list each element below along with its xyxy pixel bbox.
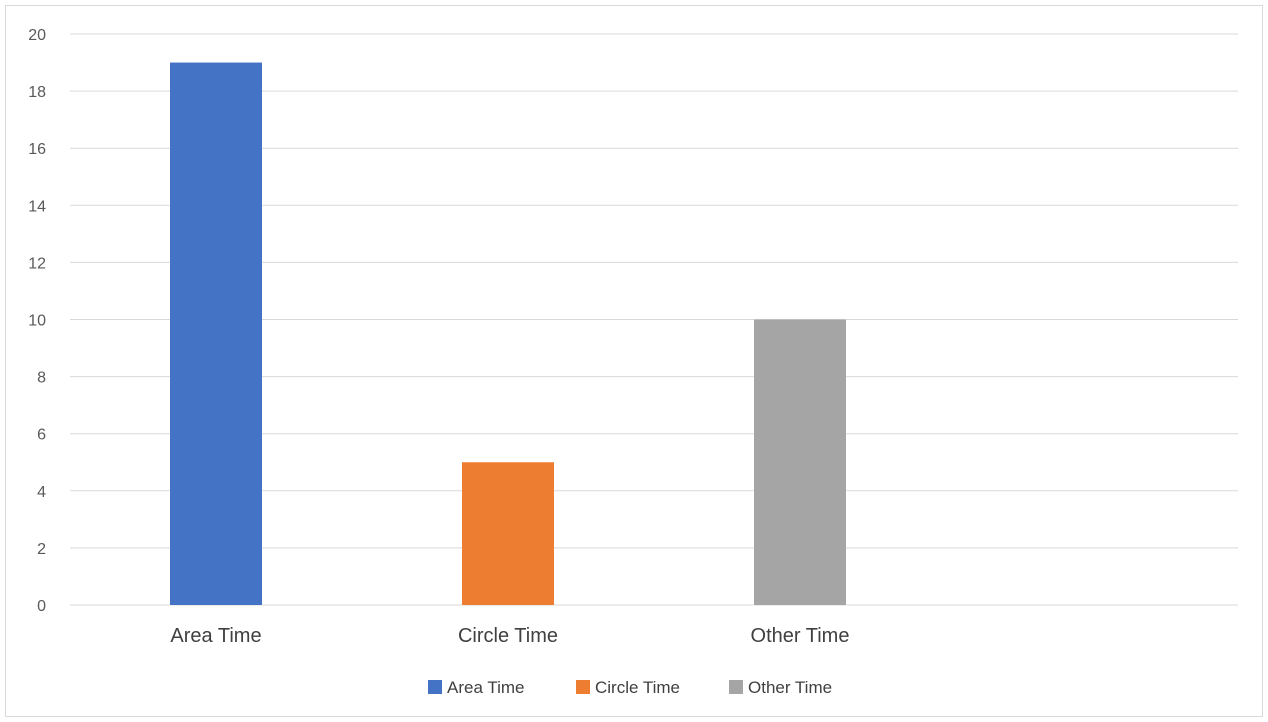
y-tick-label: 16 — [28, 141, 46, 158]
bar-area-time — [170, 62, 262, 606]
x-category-label: Other Time — [751, 625, 850, 647]
legend-label: Circle Time — [595, 678, 680, 697]
y-tick-label: 0 — [37, 598, 46, 615]
legend-swatch-other-time — [729, 680, 743, 694]
y-tick-label: 10 — [28, 313, 46, 330]
x-category-label: Area Time — [170, 625, 261, 647]
legend-label: Other Time — [748, 678, 832, 697]
y-tick-label: 18 — [28, 84, 46, 101]
bar-circle-time — [462, 462, 554, 605]
y-tick-label: 4 — [37, 484, 46, 501]
y-tick-label: 8 — [37, 370, 46, 387]
legend-label: Area Time — [447, 678, 524, 697]
y-tick-label: 20 — [28, 27, 46, 44]
x-category-label: Circle Time — [458, 625, 558, 647]
bar-other-time — [754, 319, 846, 605]
y-tick-label: 14 — [28, 198, 46, 215]
bars — [170, 62, 846, 606]
legend-swatch-circle-time — [576, 680, 590, 694]
y-tick-label: 12 — [28, 255, 46, 272]
gridlines — [70, 33, 1238, 606]
legend: Area Time Circle Time Other Time — [428, 678, 832, 697]
x-axis-categories: Area Time Circle Time Other Time — [170, 625, 849, 647]
y-tick-label: 2 — [37, 541, 46, 558]
y-axis-ticks: 0 2 4 6 8 10 12 14 16 18 20 — [28, 27, 46, 615]
legend-swatch-area-time — [428, 680, 442, 694]
y-tick-label: 6 — [37, 427, 46, 444]
